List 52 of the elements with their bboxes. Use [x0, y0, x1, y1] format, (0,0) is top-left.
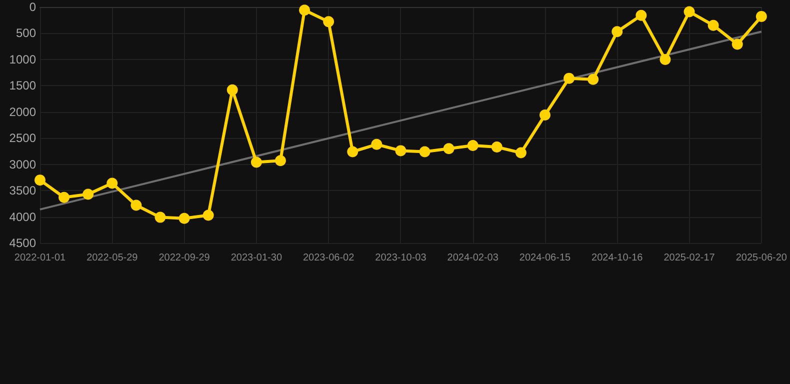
- point: [395, 145, 406, 156]
- x-tick-label: 2024-06-15: [519, 252, 572, 264]
- point: [660, 54, 671, 65]
- point: [756, 10, 767, 22]
- point: [323, 16, 334, 28]
- point: [82, 188, 94, 200]
- point: [515, 147, 526, 158]
- point: [347, 146, 358, 158]
- x-tick-label: 2022-01-01: [14, 252, 66, 264]
- point: [419, 146, 430, 158]
- y-tick-label: 3500: [9, 184, 36, 198]
- x-tick-label: 2023-01-30: [230, 252, 282, 264]
- point: [154, 212, 166, 223]
- point: [708, 20, 719, 31]
- y-tick-label: 1500: [9, 78, 36, 93]
- point: [732, 38, 743, 50]
- x-tick-label: 2024-10-16: [592, 252, 644, 264]
- y-tick-label: 4500: [9, 236, 36, 250]
- point: [443, 143, 454, 154]
- point: [58, 192, 70, 203]
- point: [178, 212, 190, 224]
- point: [371, 138, 382, 150]
- x-tick-label: 2025-06-20: [736, 252, 788, 264]
- point: [612, 26, 623, 38]
- point: [491, 142, 502, 153]
- point: [130, 200, 142, 211]
- x-tick-label: 2022-09-29: [158, 252, 210, 264]
- x-tick-label: 2023-06-02: [302, 252, 355, 264]
- y-tick-label: 500: [16, 26, 36, 40]
- point: [299, 4, 310, 16]
- point: [588, 74, 599, 85]
- point: [106, 178, 118, 189]
- point: [202, 210, 214, 221]
- point: [540, 110, 550, 121]
- point: [34, 174, 46, 186]
- point: [467, 140, 478, 151]
- y-tick-label: 3000: [9, 157, 36, 172]
- x-tick-label: 2024-02-03: [447, 252, 499, 264]
- point: [564, 72, 575, 84]
- y-tick-label: 0: [29, 0, 36, 14]
- x-tick-label: 2023-10-03: [375, 252, 427, 264]
- point: [274, 155, 286, 166]
- x-tick-label: 2025-02-17: [664, 252, 716, 264]
- point: [250, 156, 262, 168]
- point: [684, 6, 695, 18]
- y-tick-label: 2000: [9, 104, 36, 119]
- y-tick-label: 2500: [9, 131, 36, 146]
- point: [226, 84, 238, 96]
- y-tick-label: 4000: [9, 210, 36, 224]
- x-tick-label: 2022-05-29: [86, 252, 138, 264]
- point: [636, 10, 647, 21]
- y-tick-label: 1000: [9, 52, 36, 66]
